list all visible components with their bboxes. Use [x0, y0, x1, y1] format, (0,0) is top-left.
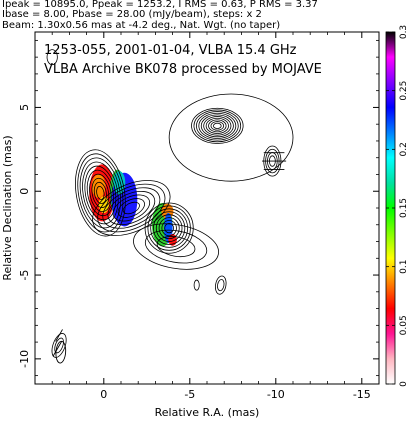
contour-knot-1 — [147, 205, 191, 251]
contour-inner-jet-5 — [117, 198, 145, 218]
colorbar-label-6: 0.3 — [399, 25, 409, 39]
intensity-contours — [46, 49, 294, 358]
y-tick-label--10: -10 — [18, 350, 31, 368]
contour-sw-blob-0 — [51, 333, 67, 358]
header-line-3: Beam: 1.30x0.56 mas at -4.2 deg., Nat. W… — [2, 20, 281, 31]
chart-subtitle: VLBA Archive BK078 processed by MOJAVE — [44, 62, 322, 77]
contour-core-1 — [77, 153, 124, 233]
contour-ne-lobe-0 — [191, 107, 244, 144]
colorbar-label-1: 0.05 — [399, 315, 409, 335]
contour-inner-jet-2 — [102, 187, 161, 229]
contour-ne-lobe-8 — [210, 121, 225, 131]
evpa-tick-3 — [52, 341, 63, 357]
colorbar-label-5: 0.25 — [399, 81, 409, 101]
contour-ne-envelope-0 — [168, 93, 294, 182]
contour-plume-0 — [133, 223, 219, 270]
header-line-1: Ipeak = 10895.0, Ppeak = 1253.2, I RMS =… — [2, 0, 318, 10]
x-axis-label: Relative R.A. (mas) — [155, 406, 260, 419]
x-tick-label-0: 0 — [100, 388, 107, 401]
contour-plume-1 — [144, 229, 208, 264]
contour-plume-2 — [156, 236, 196, 258]
x-tick-label--15: -15 — [353, 388, 371, 401]
contour-core-2 — [79, 157, 121, 229]
y-tick-label-0: 0 — [18, 188, 31, 195]
y-axis-label: Relative Declination (mas) — [1, 135, 14, 280]
contour-inner-jet-4 — [112, 194, 151, 222]
contour-ne-lobe-7 — [208, 119, 227, 133]
contour-ne-lobe-4 — [200, 114, 234, 138]
contour-knot-0 — [144, 202, 194, 254]
contour-knot-6 — [161, 220, 177, 237]
colorbar-label-2: 0.1 — [399, 260, 409, 274]
beam-ellipse — [55, 340, 67, 364]
contour-inner-jet-1 — [97, 183, 166, 233]
contour-knot-2 — [150, 208, 189, 248]
contour-knot-3 — [153, 211, 186, 245]
contour-ne-lobe-6 — [205, 117, 229, 134]
contour-ne-lobe-2 — [195, 111, 239, 141]
contour-n-blob-0 — [46, 49, 58, 66]
beam-shape — [55, 340, 67, 364]
contour-ne-lobe-1 — [193, 109, 242, 143]
contour-core-5 — [86, 169, 114, 217]
axes: 0 -5 -10 -15 5 0 -5 -10 — [18, 32, 379, 401]
colorbar-ticks: 0 0.05 0.1 0.15 0.2 0.25 0.3 — [386, 25, 409, 387]
header-line-2: Ibase = 8.00, Pbase = 28.00 (mJy/beam), … — [2, 9, 262, 20]
contour-inner-jet-3 — [107, 190, 156, 226]
contour-core-8 — [93, 181, 107, 204]
contour-ne-lobe-5 — [203, 116, 232, 136]
contour-s-blob-1-0 — [193, 279, 200, 291]
contour-ne-lobe-3 — [198, 112, 237, 139]
contour-s-blob-2-0 — [215, 275, 227, 295]
colorbar-label-4: 0.2 — [399, 142, 409, 156]
contour-inner-jet-6 — [122, 201, 140, 215]
chart-title: 1253-055, 2001-01-04, VLBA 15.4 GHz — [44, 43, 297, 58]
colorbar-label-0: 0 — [399, 381, 409, 387]
contour-knot-7 — [164, 223, 175, 234]
colorbar-label-3: 0.15 — [399, 198, 409, 218]
contour-knot-4 — [155, 214, 183, 242]
x-tick-label--10: -10 — [267, 388, 285, 401]
contour-core-9 — [96, 186, 105, 200]
y-tick-label--5: -5 — [18, 270, 31, 281]
evpa-tick-4 — [55, 329, 63, 342]
contour-knot-5 — [158, 217, 180, 240]
x-tick-label--5: -5 — [184, 388, 195, 401]
contour-core-7 — [91, 177, 110, 208]
evpa-ticks — [52, 152, 287, 357]
contour-s-blob-2-1 — [217, 279, 225, 292]
contour-sw-blob-1 — [54, 337, 64, 354]
y-tick-label-5: 5 — [18, 104, 31, 111]
contour-ne-lobe-9 — [213, 122, 222, 129]
